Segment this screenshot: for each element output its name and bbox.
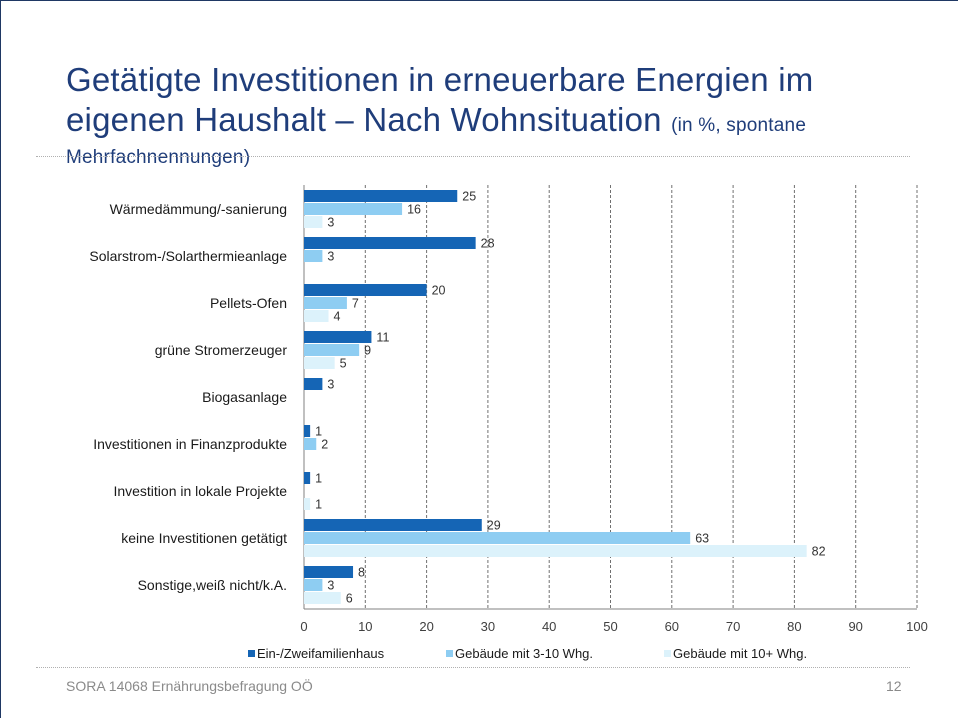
x-tick-label: 90 — [848, 619, 862, 634]
bar — [304, 297, 347, 309]
bar — [304, 284, 427, 296]
x-tick-label: 40 — [542, 619, 556, 634]
bar — [304, 532, 691, 544]
bar — [304, 216, 323, 228]
data-label: 3 — [327, 579, 334, 593]
data-label: 8 — [358, 566, 365, 580]
legend-label: Ein-/Zweifamilienhaus — [257, 646, 385, 661]
data-label: 4 — [334, 310, 341, 324]
bar — [304, 472, 311, 484]
bar — [304, 498, 311, 510]
category-label: Wärmedämmung/-sanierung — [110, 201, 287, 217]
data-label: 7 — [352, 297, 359, 311]
data-label: 25 — [462, 190, 476, 204]
x-tick-label: 30 — [481, 619, 495, 634]
data-label: 6 — [346, 592, 353, 606]
bar — [304, 237, 476, 249]
legend-swatch — [446, 650, 453, 657]
x-tick-label: 100 — [906, 619, 928, 634]
legend-label: Gebäude mit 10+ Whg. — [673, 646, 807, 661]
data-label: 3 — [327, 378, 334, 392]
bar — [304, 250, 323, 262]
legend-swatch — [248, 650, 255, 657]
x-tick-label: 70 — [726, 619, 740, 634]
bar — [304, 438, 317, 450]
data-label: 11 — [376, 331, 389, 345]
category-label: keine Investitionen getätigt — [121, 530, 287, 546]
data-label: 1 — [315, 472, 322, 486]
data-label: 5 — [340, 357, 347, 371]
category-label: Solarstrom-/Solarthermieanlage — [89, 248, 287, 264]
footer-source: SORA 14068 Ernährungsbefragung OÖ — [66, 678, 313, 694]
title-text: Getätigte Investitionen in erneuerbare E… — [66, 61, 814, 138]
category-label: grüne Stromerzeuger — [155, 342, 288, 358]
category-label: Biogasanlage — [202, 389, 287, 405]
title-divider — [36, 156, 910, 157]
bar — [304, 310, 329, 322]
x-tick-label: 50 — [603, 619, 617, 634]
bar — [304, 190, 458, 202]
bar — [304, 425, 311, 437]
bar — [304, 545, 807, 557]
data-label: 3 — [327, 216, 334, 230]
data-label: 9 — [364, 344, 371, 358]
data-label: 2 — [321, 438, 328, 452]
data-label: 1 — [315, 498, 322, 512]
footer-divider — [36, 667, 910, 668]
title-subtitle-line2: Mehrfachnennungen) — [66, 147, 251, 168]
bar — [304, 331, 372, 343]
title-subtitle: (in %, spontane — [671, 115, 807, 136]
slide-title: Getätigte Investitionen in erneuerbare E… — [66, 60, 916, 168]
page-number: 12 — [886, 678, 902, 694]
category-label: Investitionen in Finanzprodukte — [93, 436, 287, 452]
bar — [304, 344, 360, 356]
legend-label: Gebäude mit 3-10 Whg. — [455, 646, 593, 661]
x-tick-label: 0 — [300, 619, 307, 634]
bar — [304, 592, 341, 604]
bar — [304, 519, 482, 531]
category-label: Sonstige,weiß nicht/k.A. — [138, 577, 287, 593]
category-label: Pellets-Ofen — [210, 295, 287, 311]
data-label: 29 — [487, 519, 501, 533]
data-label: 20 — [432, 284, 446, 298]
bar — [304, 566, 354, 578]
category-label: Investition in lokale Projekte — [113, 483, 287, 499]
bar — [304, 378, 323, 390]
x-tick-label: 20 — [419, 619, 433, 634]
x-tick-label: 60 — [665, 619, 679, 634]
data-label: 28 — [481, 237, 495, 251]
data-label: 82 — [812, 545, 826, 559]
bar — [304, 357, 335, 369]
legend-swatch — [664, 650, 671, 657]
data-label: 1 — [315, 425, 322, 439]
x-tick-label: 10 — [358, 619, 372, 634]
data-label: 63 — [695, 532, 709, 546]
x-tick-label: 80 — [787, 619, 801, 634]
data-label: 16 — [407, 203, 421, 217]
data-label: 3 — [327, 250, 334, 264]
bar — [304, 203, 403, 215]
bar — [304, 579, 323, 591]
